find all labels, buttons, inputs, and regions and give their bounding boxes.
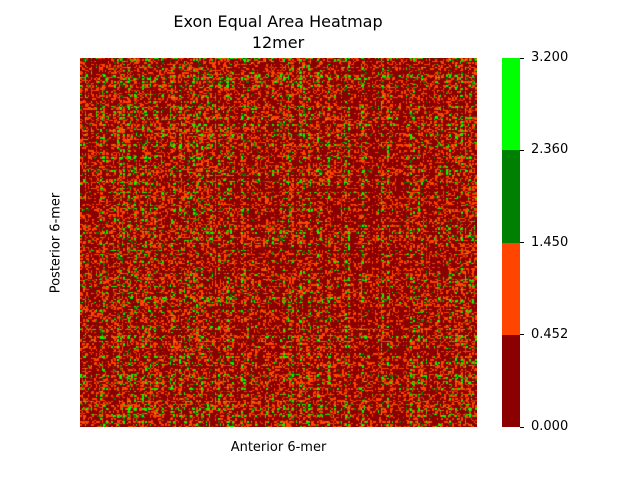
x-axis-label: Anterior 6-mer (230, 440, 327, 455)
colorbar-segment (502, 334, 520, 427)
chart-title: Exon Equal Area Heatmap (173, 12, 383, 31)
y-axis-label: Posterior 6-mer (48, 192, 64, 294)
colorbar-tick (520, 426, 524, 428)
heatmap-plot-area (80, 58, 477, 427)
colorbar-tick-label: 0.452 (531, 326, 569, 342)
colorbar-segment (502, 150, 520, 243)
colorbar-tick-label: 2.360 (531, 142, 569, 158)
colorbar-tick-label: 1.450 (531, 234, 569, 250)
colorbar-tick (520, 149, 524, 151)
chart-subtitle: 12mer (251, 33, 305, 52)
colorbar-tick-label: 0.000 (531, 419, 569, 434)
colorbar-tick (520, 334, 524, 336)
colorbar-tick (520, 242, 524, 243)
colorbar-segment (502, 58, 520, 151)
colorbar-segment (502, 242, 520, 335)
colorbar-tick (520, 57, 524, 59)
colorbar (502, 58, 520, 427)
colorbar-tick-label: 3.200 (531, 50, 569, 65)
